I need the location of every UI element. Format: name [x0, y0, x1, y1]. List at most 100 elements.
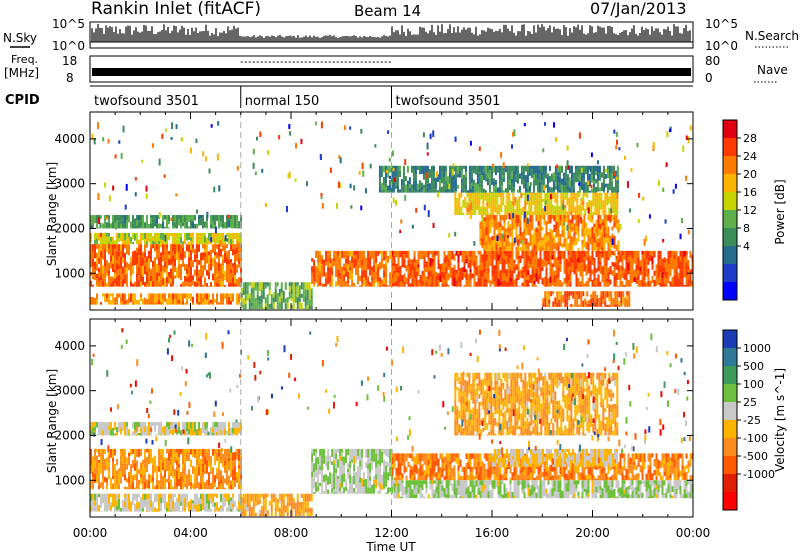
- range-gate-cell: [106, 477, 108, 483]
- range-gate-cell: [252, 287, 255, 295]
- range-gate-cell: [612, 304, 615, 307]
- range-gate-cell: [464, 172, 467, 177]
- range-gate-cell: [190, 250, 192, 254]
- range-gate-cell: [306, 508, 309, 513]
- range-gate-cell: [321, 482, 324, 491]
- range-gate-cell: [514, 174, 517, 183]
- range-gate-cell: [549, 238, 552, 242]
- range-gate-cell: [230, 427, 232, 436]
- range-gate-cell: [216, 273, 218, 277]
- range-gate-cell: [385, 271, 388, 278]
- range-gate-cell: [591, 250, 594, 257]
- range-gate-cell: [606, 165, 609, 170]
- range-gate-cell: [152, 240, 154, 245]
- range-gate-cell: [521, 266, 524, 271]
- range-gate-cell: [124, 240, 126, 245]
- range-gate-cell: [96, 475, 98, 483]
- range-gate-cell: [180, 215, 182, 224]
- range-gate-cell: [415, 271, 418, 278]
- range-gate-cell: [226, 272, 228, 279]
- range-gate-cell: [310, 493, 313, 502]
- range-gate-cell: [192, 296, 194, 303]
- range-gate-cell: [116, 493, 118, 501]
- range-gate-cell: [624, 297, 627, 305]
- range-gate-cell: [623, 268, 626, 274]
- range-gate-cell: [527, 250, 530, 251]
- range-gate-cell: [611, 215, 614, 221]
- range-gate-cell: [122, 422, 124, 426]
- range-gate-cell: [467, 262, 470, 268]
- range-gate-cell: [162, 293, 164, 300]
- range-gate-cell: [485, 215, 488, 223]
- range-gate-cell: [192, 503, 194, 512]
- range-gate-cell: [568, 197, 571, 204]
- range-gate-cell: [210, 237, 213, 243]
- range-gate-cell: [226, 470, 228, 477]
- range-gate-cell: [512, 208, 515, 216]
- range-gate-cell: [214, 215, 216, 221]
- range-gate-cell: [176, 270, 178, 278]
- range-gate-cell: [535, 250, 538, 256]
- range-gate-cell: [591, 245, 594, 251]
- range-gate-cell: [481, 220, 484, 226]
- range-gate-cell: [546, 192, 549, 201]
- range-gate-cell: [367, 276, 370, 280]
- range-gate-cell: [451, 280, 454, 286]
- range-gate-cell: [148, 298, 150, 305]
- range-gate-cell: [596, 200, 599, 207]
- range-gate-cell: [315, 452, 318, 459]
- range-gate-cell: [120, 261, 122, 265]
- range-gate-cell: [314, 121, 317, 126]
- range-gate-cell: [320, 192, 323, 197]
- range-gate-cell: [605, 265, 608, 274]
- range-gate-cell: [268, 282, 271, 287]
- range-gate-cell: [138, 220, 140, 229]
- range-gate-cell: [246, 506, 249, 512]
- range-gate-cell: [557, 245, 560, 251]
- range-gate-cell: [220, 479, 222, 484]
- range-gate-cell: [222, 500, 224, 508]
- range-gate-cell: [333, 258, 336, 262]
- range-gate-cell: [114, 433, 116, 436]
- range-gate-cell: [500, 192, 503, 202]
- range-gate-cell: [371, 280, 374, 287]
- range-gate-cell: [190, 240, 192, 245]
- range-gate-cell: [156, 479, 158, 485]
- range-gate-cell: [443, 250, 446, 258]
- range-gate-cell: [599, 264, 602, 274]
- range-gate-cell: [528, 171, 531, 176]
- range-gate-cell: [190, 220, 192, 227]
- range-gate-cell: [232, 507, 234, 512]
- range-gate-cell: [313, 492, 316, 494]
- range-gate-cell: [180, 487, 182, 490]
- range-gate-cell: [274, 493, 277, 497]
- range-gate-cell: [232, 215, 234, 221]
- range-gate-cell: [588, 180, 591, 187]
- range-gate-cell: [409, 283, 412, 287]
- range-gate-cell: [465, 269, 468, 273]
- range-gate-cell: [572, 199, 575, 209]
- nsky-strip-frame: [89, 21, 694, 49]
- range-gate-cell: [294, 502, 297, 510]
- range-gate-cell: [100, 426, 102, 435]
- range-gate-cell: [458, 204, 461, 210]
- range-gate-cell: [510, 207, 513, 212]
- range-gate-cell: [176, 478, 178, 487]
- range-gate-cell: [244, 303, 247, 310]
- range-gate-cell: [222, 240, 224, 245]
- range-gate-cell: [471, 250, 474, 260]
- range-gate-cell: [188, 267, 190, 276]
- range-gate-cell: [270, 302, 273, 310]
- range-gate-cell: [396, 185, 399, 190]
- range-gate-cell: [136, 247, 138, 253]
- range-gate-cell: [525, 219, 528, 228]
- range-gate-cell: [587, 250, 590, 257]
- range-gate-cell: [337, 181, 340, 188]
- range-gate-cell: [582, 165, 585, 173]
- range-gate-cell: [175, 124, 178, 130]
- range-gate-cell: [629, 258, 632, 268]
- range-gate-cell: [142, 459, 144, 465]
- range-gate-cell: [198, 232, 200, 237]
- range-gate-cell: [537, 221, 540, 226]
- range-gate-cell: [523, 241, 526, 246]
